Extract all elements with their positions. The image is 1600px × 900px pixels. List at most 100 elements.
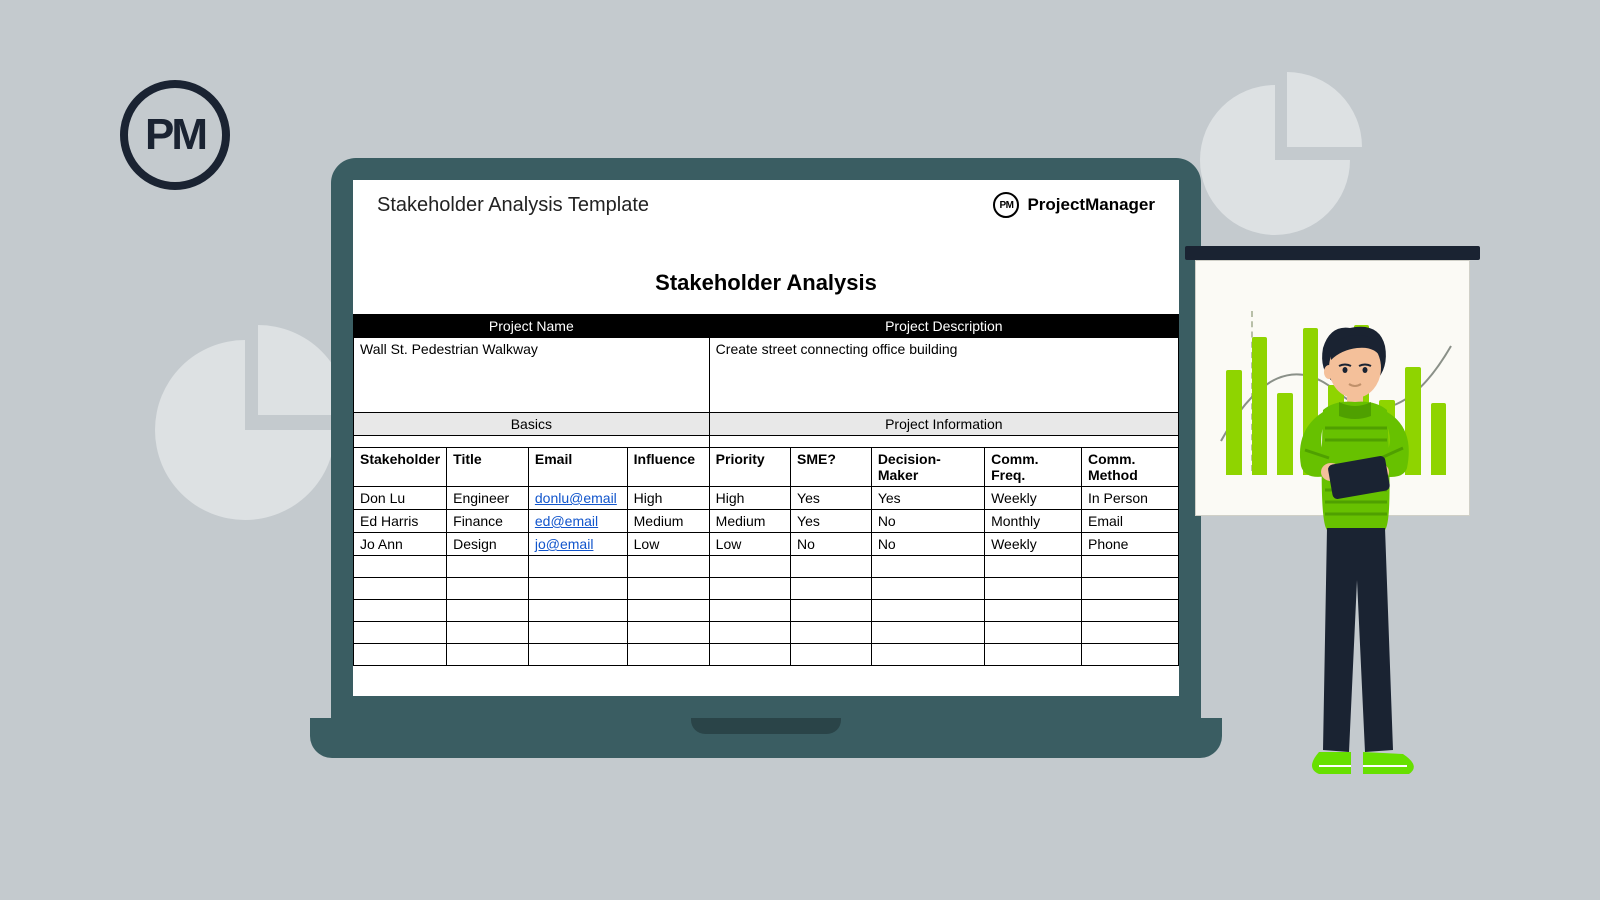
laptop-base — [310, 718, 1222, 758]
empty-cell — [627, 600, 709, 622]
col-title: Title — [447, 448, 529, 487]
empty-row — [354, 644, 1179, 666]
col-decision: Decision-Maker — [871, 448, 984, 487]
empty-cell — [528, 556, 627, 578]
empty-cell — [871, 600, 984, 622]
col-freq: Comm. Freq. — [985, 448, 1082, 487]
empty-cell — [627, 556, 709, 578]
cell-method: Email — [1081, 510, 1178, 533]
laptop-screen: Stakeholder Analysis Template PM Project… — [331, 158, 1201, 718]
cell-method: In Person — [1081, 487, 1178, 510]
cell-freq: Weekly — [985, 533, 1082, 556]
empty-cell — [985, 578, 1082, 600]
empty-cell — [354, 644, 447, 666]
cell-email: ed@email — [528, 510, 627, 533]
cell-sme: No — [791, 533, 872, 556]
empty-cell — [447, 644, 529, 666]
empty-cell — [709, 556, 790, 578]
empty-row — [354, 600, 1179, 622]
empty-cell — [871, 622, 984, 644]
section-project-info: Project Information — [709, 413, 1178, 436]
col-method: Comm. Method — [1081, 448, 1178, 487]
document-area: Stakeholder Analysis Template PM Project… — [353, 180, 1179, 696]
empty-cell — [528, 622, 627, 644]
empty-cell — [709, 600, 790, 622]
cell-title: Design — [447, 533, 529, 556]
empty-row — [354, 578, 1179, 600]
empty-cell — [791, 556, 872, 578]
empty-cell — [985, 600, 1082, 622]
project-description-header: Project Description — [709, 315, 1178, 338]
empty-cell — [791, 644, 872, 666]
empty-cell — [528, 644, 627, 666]
empty-cell — [447, 578, 529, 600]
laptop-notch — [691, 718, 841, 734]
empty-cell — [528, 578, 627, 600]
cell-sme: Yes — [791, 487, 872, 510]
document-title: Stakeholder Analysis — [353, 232, 1179, 314]
cell-title: Engineer — [447, 487, 529, 510]
empty-cell — [354, 556, 447, 578]
empty-cell — [985, 622, 1082, 644]
empty-cell — [354, 600, 447, 622]
brand-name: ProjectManager — [1027, 195, 1155, 215]
email-link[interactable]: ed@email — [535, 513, 598, 529]
cell-decision: No — [871, 533, 984, 556]
cell-decision: No — [871, 510, 984, 533]
cell-influence: High — [627, 487, 709, 510]
col-email: Email — [528, 448, 627, 487]
empty-row — [354, 622, 1179, 644]
chart-bar — [1252, 337, 1268, 475]
column-header-row: Stakeholder Title Email Influence Priori… — [354, 448, 1179, 487]
empty-cell — [1081, 578, 1178, 600]
project-name-value: Wall St. Pedestrian Walkway — [354, 338, 710, 413]
cell-influence: Low — [627, 533, 709, 556]
person-illustration — [1275, 320, 1455, 790]
empty-cell — [709, 644, 790, 666]
table-row: Ed HarrisFinanceed@emailMediumMediumYesN… — [354, 510, 1179, 533]
empty-cell — [1081, 556, 1178, 578]
project-description-value: Create street connecting office building — [709, 338, 1178, 413]
cell-stakeholder: Don Lu — [354, 487, 447, 510]
empty-cell — [1081, 622, 1178, 644]
empty-cell — [627, 644, 709, 666]
empty-cell — [447, 600, 529, 622]
empty-cell — [1081, 600, 1178, 622]
cell-decision: Yes — [871, 487, 984, 510]
cell-stakeholder: Ed Harris — [354, 510, 447, 533]
laptop-illustration: Stakeholder Analysis Template PM Project… — [310, 158, 1222, 798]
empty-cell — [791, 600, 872, 622]
project-header-row: Project Name Project Description — [354, 315, 1179, 338]
cell-email: donlu@email — [528, 487, 627, 510]
empty-cell — [528, 600, 627, 622]
project-name-header: Project Name — [354, 315, 710, 338]
template-title: Stakeholder Analysis Template — [377, 194, 649, 217]
col-priority: Priority — [709, 448, 790, 487]
empty-cell — [985, 644, 1082, 666]
section-header-row: Basics Project Information — [354, 413, 1179, 436]
email-link[interactable]: donlu@email — [535, 490, 617, 506]
col-sme: SME? — [791, 448, 872, 487]
empty-cell — [354, 622, 447, 644]
empty-cell — [871, 578, 984, 600]
cell-priority: High — [709, 487, 790, 510]
pie-deco-right-slice — [1287, 72, 1362, 147]
empty-row — [354, 556, 1179, 578]
email-link[interactable]: jo@email — [535, 536, 594, 552]
empty-cell — [1081, 644, 1178, 666]
cell-priority: Medium — [709, 510, 790, 533]
col-influence: Influence — [627, 448, 709, 487]
cell-priority: Low — [709, 533, 790, 556]
empty-cell — [627, 622, 709, 644]
table-row: Don LuEngineerdonlu@emailHighHighYesYesW… — [354, 487, 1179, 510]
cell-freq: Weekly — [985, 487, 1082, 510]
empty-cell — [354, 578, 447, 600]
empty-cell — [985, 556, 1082, 578]
empty-cell — [447, 556, 529, 578]
empty-cell — [791, 622, 872, 644]
empty-cell — [447, 622, 529, 644]
brand-icon: PM — [993, 192, 1019, 218]
empty-cell — [627, 578, 709, 600]
brand-lockup: PM ProjectManager — [993, 192, 1155, 218]
cell-sme: Yes — [791, 510, 872, 533]
